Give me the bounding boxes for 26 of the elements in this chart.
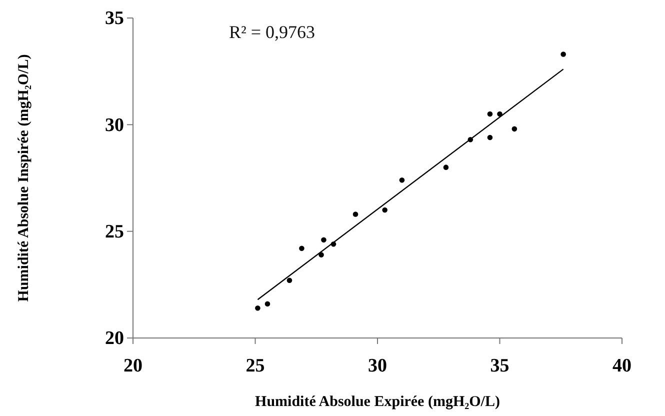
y-tick-label: 20 — [105, 328, 124, 350]
point — [255, 305, 260, 311]
x-tick-label: 30 — [368, 356, 387, 377]
point — [382, 207, 388, 213]
x-tick-label: 40 — [612, 356, 632, 377]
point — [299, 246, 304, 252]
point — [512, 126, 518, 132]
point — [399, 177, 405, 183]
point — [443, 164, 449, 170]
point — [321, 237, 326, 243]
x-tick-label: 35 — [490, 356, 510, 377]
y-tick-label: 25 — [105, 221, 124, 242]
point — [352, 212, 358, 217]
y-tick-label: 35 — [105, 8, 124, 30]
point — [286, 278, 292, 284]
point — [318, 252, 324, 258]
x-axis-title: Humidité Absolue Expirée (mgH₂O/L) — [255, 394, 500, 410]
x-tick-label: 25 — [246, 356, 265, 377]
y-tick-label: 30 — [105, 114, 124, 136]
point — [560, 52, 566, 57]
annotation: R² = 0,9763 — [229, 22, 316, 42]
y-axis-title: Humidité Absolue Inspirée (mgH₂O/L) — [16, 54, 32, 302]
point — [487, 111, 493, 117]
x-tick-label: 20 — [124, 356, 142, 377]
point — [264, 301, 270, 307]
point — [487, 134, 493, 140]
